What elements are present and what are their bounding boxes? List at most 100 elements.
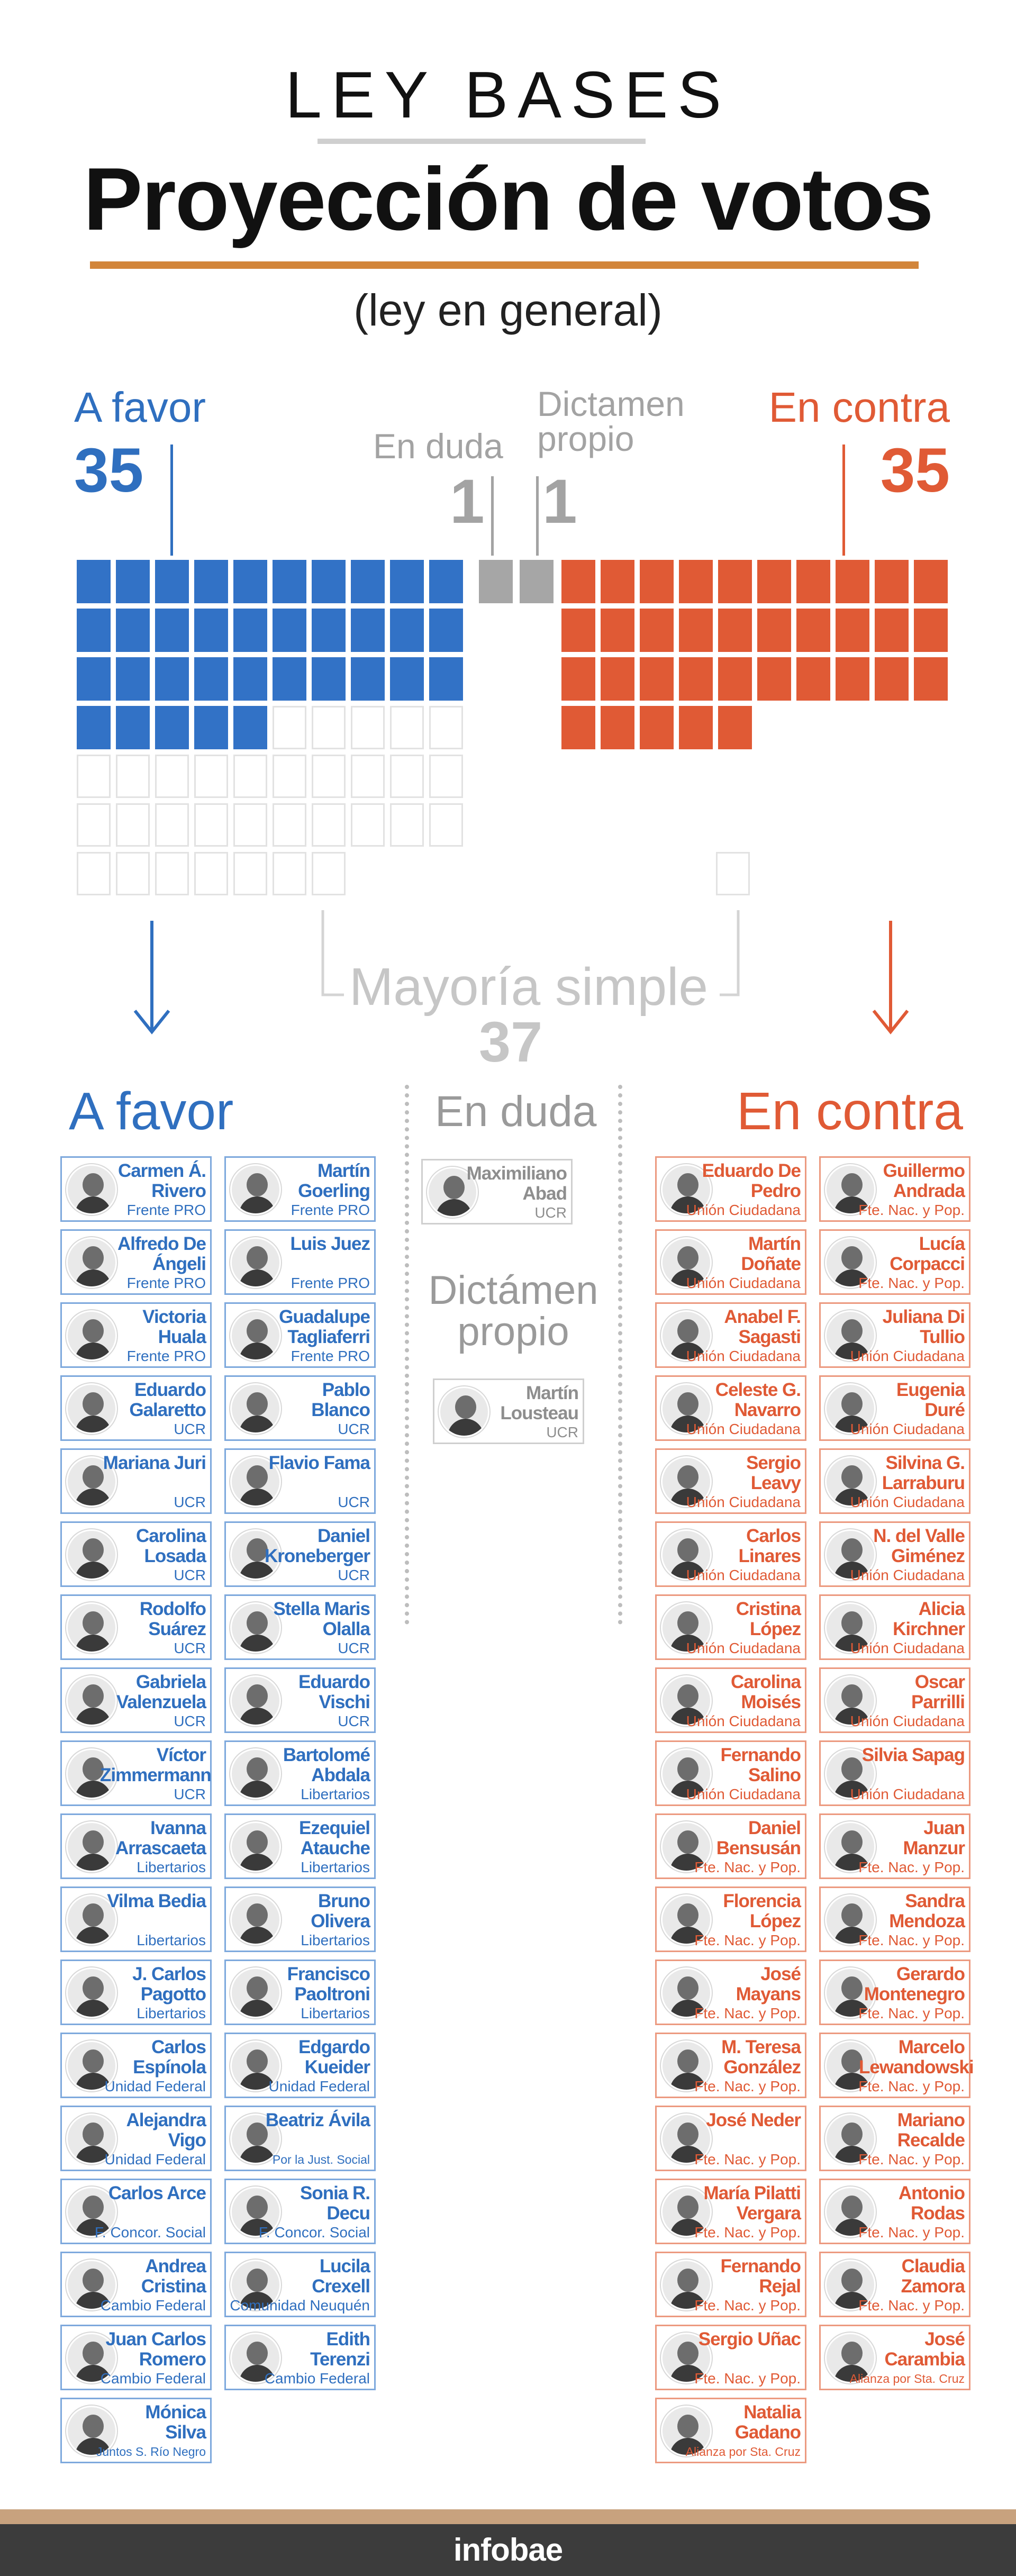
senator-photo-icon [66, 1821, 117, 1872]
seat-cell-favor [312, 657, 346, 701]
senator-name: Mariano Recalde [897, 2110, 965, 2151]
majority-bracket-right [720, 910, 740, 996]
senator-card: Ezequiel Atauche Libertarios [224, 1813, 376, 1879]
senator-name: Celeste G. Navarro [715, 1380, 801, 1420]
title-underline [90, 261, 919, 269]
senator-name: Sandra Mendoza [889, 1891, 965, 1931]
senator-photo-icon [661, 2260, 712, 2310]
senator-card: Daniel Bensusán Fte. Nac. y Pop. [655, 1813, 806, 1879]
senator-photo-icon [661, 1529, 712, 1580]
senator-card: Antonio Rodas Fte. Nac. y Pop. [819, 2179, 970, 2244]
senator-card: Mariano Recalde Fte. Nac. y Pop. [819, 2106, 970, 2171]
senator-card: Maximiliano Abad UCR [421, 1159, 573, 1224]
senator-photo-icon [661, 1164, 712, 1215]
seat-cell-favor [77, 560, 111, 603]
seat-cell-empty [77, 852, 111, 895]
senator-photo-icon [825, 2187, 876, 2237]
senator-photo-icon [66, 1237, 117, 1288]
senator-card: Mariana Juri UCR [60, 1448, 212, 1514]
senator-card: Martín Goerling Frente PRO [224, 1156, 376, 1222]
majority-bracket-left [321, 910, 344, 996]
senator-party: Unión Ciudadana [686, 1567, 801, 1583]
senator-name: Alicia Kirchner [893, 1599, 965, 1639]
seat-cell-empty [273, 852, 306, 895]
senator-party: UCR [338, 1567, 370, 1583]
senator-photo-icon [230, 2260, 281, 2310]
seat-cell-empty [390, 803, 424, 847]
senator-name: Stella Maris Olalla [273, 1599, 370, 1639]
senator-card: Sergio Leavy Unión Ciudadana [655, 1448, 806, 1514]
seat-cell-empty [429, 803, 463, 847]
senator-photo-icon [66, 1456, 117, 1507]
senator-name: Edgardo Kueider [298, 2037, 370, 2078]
seat-cell-favor [155, 657, 189, 701]
senator-party: Libertarios [301, 2005, 370, 2021]
seat-cell-contra [679, 657, 713, 701]
senator-card: Martín Doñate Unión Ciudadana [655, 1229, 806, 1295]
senator-name: Sergio Leavy [746, 1453, 801, 1493]
seat-cell-favor [429, 560, 463, 603]
duda-section-title: En duda [435, 1087, 597, 1136]
senator-name: José Mayans [736, 1964, 801, 2004]
senator-party: Libertarios [137, 1932, 206, 1948]
senator-photo-icon [661, 2187, 712, 2237]
senator-party: Frente PRO [291, 1202, 370, 1218]
senator-card: Pablo Blanco UCR [224, 1375, 376, 1441]
dictamen-connector-line [536, 476, 539, 556]
senator-party: Unión Ciudadana [686, 1348, 801, 1364]
section-divider-left [405, 1085, 409, 1625]
duda-count-value: 1 [450, 467, 485, 537]
seat-cell-empty [429, 755, 463, 798]
contra-count-value: 35 [880, 436, 950, 505]
seat-cell-contra [561, 706, 595, 749]
seat-cell-empty [116, 755, 150, 798]
senator-name: Daniel Bensusán [716, 1818, 801, 1858]
senator-party: Fte. Nac. y Pop. [694, 2370, 801, 2387]
senator-party: Libertarios [301, 1786, 370, 1802]
senator-name: Carmen Á. Rivero [117, 1160, 206, 1201]
senator-name: Juan Carlos Romero [105, 2329, 206, 2370]
senator-name: Flavio Fama [268, 1453, 370, 1473]
senator-name: Carlos Linares [738, 1526, 802, 1566]
senator-photo-icon [66, 2406, 117, 2456]
seat-cell-contra [875, 657, 909, 701]
seat-cell-empty [77, 755, 111, 798]
seat-cell-favor [77, 706, 111, 749]
senator-name: Juliana Di Tullio [882, 1307, 965, 1347]
senator-party: Unión Ciudadana [686, 1640, 801, 1656]
senator-photo-icon [230, 1529, 281, 1580]
senator-photo-icon [825, 1967, 876, 2018]
senator-name: Carlos Arce [108, 2183, 206, 2203]
senator-party: Fte. Nac. y Pop. [858, 2005, 965, 2021]
senator-photo-icon [661, 1748, 712, 1799]
senator-party: UCR [174, 1421, 206, 1437]
senator-name: Eduardo Galaretto [129, 1380, 206, 1420]
senator-party: Libertarios [301, 1932, 370, 1948]
senator-party: Fte. Nac. y Pop. [858, 1202, 965, 1218]
senator-card: Carolina Moisés Unión Ciudadana [655, 1667, 806, 1733]
senator-name: J. Carlos Pagotto [132, 1964, 206, 2004]
senator-party: UCR [174, 1786, 206, 1802]
seat-cell-contra [601, 657, 634, 701]
senator-party: Unión Ciudadana [686, 1786, 801, 1802]
senator-name: Claudia Zamora [901, 2256, 965, 2297]
senator-name: Lucila Crexell [312, 2256, 370, 2297]
seat-cell-contra [640, 706, 674, 749]
senator-photo-icon [230, 2333, 281, 2383]
seat-cell-contra [640, 560, 674, 603]
senator-card: Eduardo Vischi UCR [224, 1667, 376, 1733]
senator-photo-icon [230, 1310, 281, 1361]
senator-photo-icon [66, 2040, 117, 2091]
senator-name: Sonia R. Decu [300, 2183, 370, 2224]
seat-cell-empty [194, 852, 228, 895]
dictamen-count-value: 1 [542, 467, 577, 537]
senator-party: UCR [534, 1204, 567, 1221]
seat-cell-favor [233, 560, 267, 603]
seat-cell-contra [796, 657, 830, 701]
senator-photo-icon [825, 1310, 876, 1361]
page-title: Proyección de votos [83, 149, 933, 249]
senator-photo-icon [66, 1675, 117, 1726]
senator-party: Frente PRO [291, 1275, 370, 1291]
seat-cell-contra [914, 657, 948, 701]
seat-cell-contra [836, 609, 869, 652]
